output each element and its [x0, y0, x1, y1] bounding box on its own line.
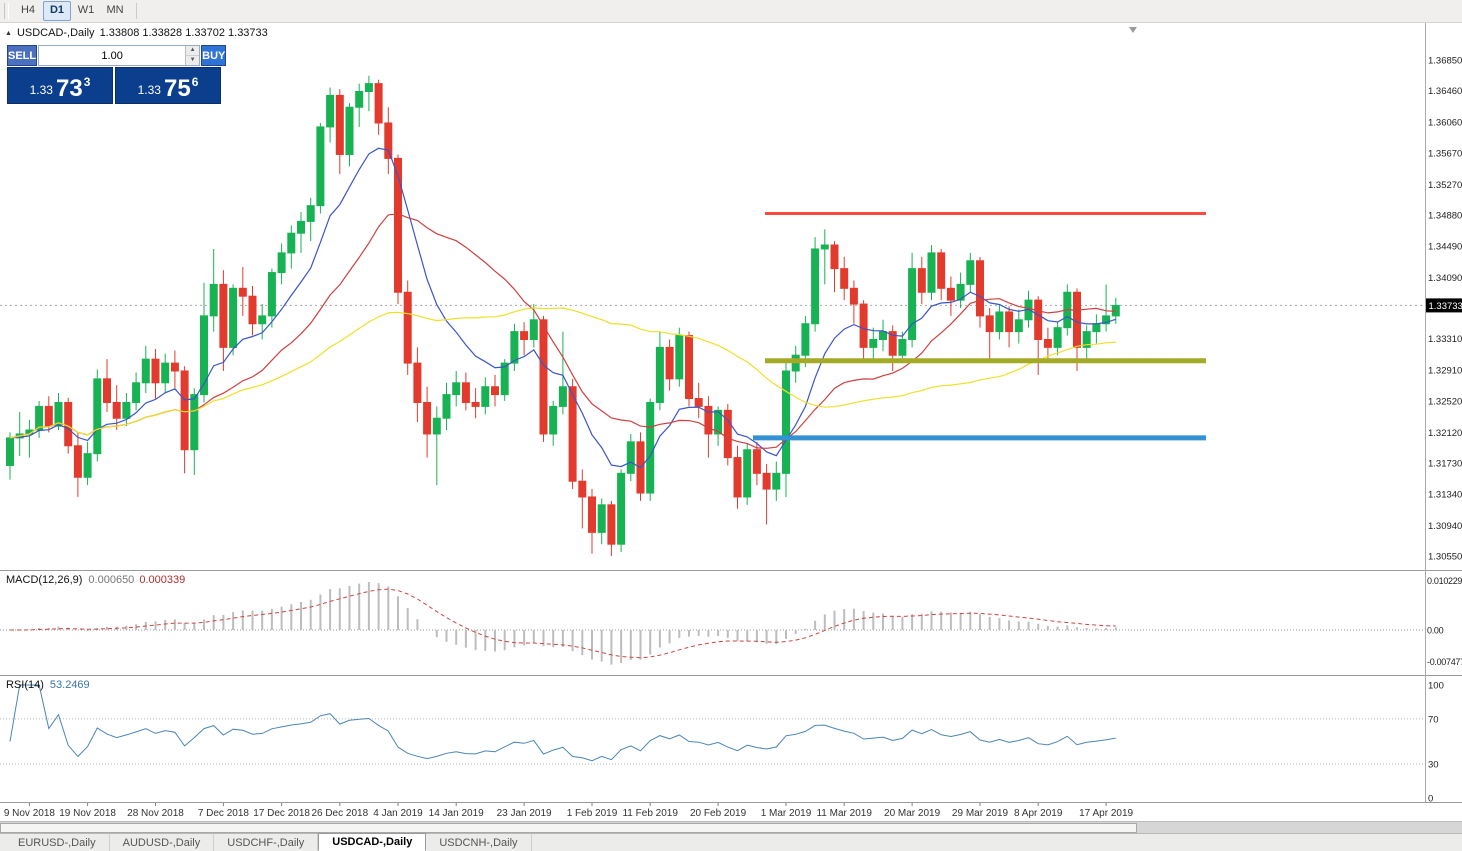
panel-divider[interactable] [0, 675, 1462, 676]
svg-text:1.31340: 1.31340 [1428, 489, 1462, 500]
sell-price-base: 1.33 [29, 83, 53, 97]
svg-text:1.36460: 1.36460 [1428, 86, 1462, 97]
price-scale[interactable] [1426, 23, 1462, 570]
rsi-title: RSI(14) [6, 679, 44, 691]
svg-text:26 Dec 2018: 26 Dec 2018 [311, 808, 368, 819]
svg-text:1 Mar 2019: 1 Mar 2019 [761, 808, 812, 819]
svg-text:17 Dec 2018: 17 Dec 2018 [253, 808, 310, 819]
svg-text:11 Mar 2019: 11 Mar 2019 [816, 808, 872, 819]
rsi-value: 53.2469 [49, 679, 90, 691]
svg-text:28 Nov 2018: 28 Nov 2018 [127, 808, 184, 819]
time-scale[interactable]: 9 Nov 2018 19 Nov 2018 28 Nov 2018 7 Dec 20… [0, 803, 1462, 821]
svg-text:20 Mar 2019: 20 Mar 2019 [884, 808, 941, 819]
buy-button[interactable]: BUY [201, 45, 227, 66]
toolbar-grip-icon[interactable] [4, 3, 9, 19]
date-labels: 9 Nov 2018 19 Nov 2018 28 Nov 2018 7 Dec 20… [4, 803, 1134, 819]
tab-eurusd-daily[interactable]: EURUSD-,Daily [5, 834, 110, 851]
chart-window[interactable]: 1.36850 1.36460 1.36060 1.35670 1.35270 1.348… [0, 23, 1462, 570]
tab-audusd-daily[interactable]: AUDUSD-,Daily [110, 834, 215, 851]
svg-text:0: 0 [1428, 794, 1433, 803]
timeframe-buttons: H4 D1 W1 MN [14, 1, 130, 21]
svg-text:0.010229: 0.010229 [1427, 576, 1462, 586]
svg-text:19 Nov 2018: 19 Nov 2018 [59, 808, 116, 819]
svg-text:0.00: 0.00 [1427, 626, 1444, 636]
svg-text:1.32120: 1.32120 [1428, 428, 1462, 439]
svg-text:7 Dec 2018: 7 Dec 2018 [198, 808, 250, 819]
svg-text:1.34090: 1.34090 [1428, 273, 1462, 284]
svg-text:1 Feb 2019: 1 Feb 2019 [567, 808, 618, 819]
toolbar-separator [136, 3, 137, 19]
volume-spinner: ▲ ▼ [185, 46, 200, 65]
svg-text:-0.007477: -0.007477 [1427, 657, 1462, 667]
buy-price-display[interactable]: 1.33 75 6 [115, 67, 221, 104]
tab-usdcnh-daily[interactable]: USDCNH-,Daily [426, 834, 532, 851]
volume-down-icon[interactable]: ▼ [186, 56, 200, 65]
macd-signal-value: 0.000339 [139, 574, 186, 586]
svg-text:17 Apr 2019: 17 Apr 2019 [1079, 808, 1133, 819]
price-scale-border [1425, 23, 1426, 802]
sell-price-pips: 73 [55, 75, 83, 102]
volume-up-icon[interactable]: ▲ [186, 46, 200, 56]
tab-usdchf-daily[interactable]: USDCHF-,Daily [214, 834, 319, 851]
macd-chart: 0.010229 0.00 -0.007477 [0, 576, 1462, 667]
timeframe-button-h4[interactable]: H4 [20, 4, 36, 16]
svg-text:11 Feb 2019: 11 Feb 2019 [622, 808, 678, 819]
timeframe-button-mn[interactable]: MN [106, 4, 124, 16]
svg-text:29 Mar 2019: 29 Mar 2019 [952, 808, 1009, 819]
svg-text:20 Feb 2019: 20 Feb 2019 [690, 808, 747, 819]
macd-title: MACD(12,26,9) [6, 574, 83, 586]
rsi-chart: 100 70 30 0 [0, 681, 1444, 803]
timeframe-button-w1[interactable]: W1 [77, 4, 95, 16]
svg-text:1.35670: 1.35670 [1428, 148, 1462, 159]
svg-text:1.30940: 1.30940 [1428, 521, 1462, 532]
chart-caption: ▲ USDCAD-,Daily 1.33808 1.33828 1.33702 … [5, 27, 268, 39]
sell-button[interactable]: SELL [7, 45, 38, 66]
sell-price-point: 3 [83, 75, 91, 89]
timeframe-toolbar: H4 D1 W1 MN [0, 0, 1462, 23]
sell-price-display[interactable]: 1.33 73 3 [7, 67, 113, 104]
macd-main-value: 0.000650 [88, 574, 135, 586]
svg-text:4 Jan 2019: 4 Jan 2019 [373, 808, 423, 819]
svg-text:30: 30 [1428, 760, 1439, 771]
svg-text:1.30550: 1.30550 [1428, 552, 1462, 563]
svg-text:1.35270: 1.35270 [1428, 180, 1462, 191]
scrollbar-thumb[interactable] [0, 823, 1137, 833]
svg-text:1.34490: 1.34490 [1428, 241, 1462, 252]
time-axis-line [0, 802, 1462, 803]
timeframe-button-d1[interactable]: D1 [43, 1, 71, 21]
chart-tab-bar: EURUSD-,Daily AUDUSD-,Daily USDCHF-,Daily U… [0, 833, 1462, 851]
horizontal-scrollbar[interactable] [0, 821, 1462, 833]
rsi-panel[interactable]: 100 70 30 0 RSI(14) 53.2469 [0, 677, 1462, 802]
volume-box: ▲ ▼ [38, 45, 201, 66]
svg-text:70: 70 [1428, 714, 1439, 725]
collapse-arrow-icon[interactable]: ▲ [5, 29, 12, 37]
volume-input[interactable] [39, 46, 186, 65]
chart-ohlc-values: 1.33808 1.33828 1.33702 1.33733 [99, 27, 268, 39]
svg-text:1.36060: 1.36060 [1428, 118, 1462, 129]
buy-price-pips: 75 [163, 75, 191, 102]
buy-price-base: 1.33 [137, 83, 161, 97]
svg-text:1.32520: 1.32520 [1428, 396, 1462, 407]
svg-text:1.33310: 1.33310 [1428, 334, 1462, 345]
svg-text:1.33733: 1.33733 [1429, 301, 1462, 312]
svg-text:1.31730: 1.31730 [1428, 459, 1462, 470]
svg-text:9 Nov 2018: 9 Nov 2018 [4, 808, 56, 819]
one-click-trading-panel: SELL ▲ ▼ BUY 1.33 73 3 1.33 [7, 45, 227, 104]
svg-text:8 Apr 2019: 8 Apr 2019 [1014, 808, 1063, 819]
macd-header: MACD(12,26,9) 0.000650 0.000339 [6, 574, 185, 586]
rsi-header: RSI(14) 53.2469 [6, 679, 90, 691]
candlestick-chart[interactable]: 1.36850 1.36460 1.36060 1.35670 1.35270 1.348… [0, 23, 1462, 570]
chart-symbol-label: USDCAD-,Daily [16, 27, 95, 39]
svg-text:1.32910: 1.32910 [1428, 366, 1462, 377]
svg-text:14 Jan 2019: 14 Jan 2019 [429, 808, 484, 819]
svg-text:1.34880: 1.34880 [1428, 211, 1462, 222]
buy-price-point: 6 [191, 75, 199, 89]
tab-usdcad-daily[interactable]: USDCAD-,Daily [318, 833, 427, 851]
svg-text:1.36850: 1.36850 [1428, 56, 1462, 67]
svg-text:23 Jan 2019: 23 Jan 2019 [497, 808, 552, 819]
panel-divider[interactable] [0, 570, 1462, 571]
svg-text:100: 100 [1428, 681, 1444, 692]
macd-panel[interactable]: 0.010229 0.00 -0.007477 MACD(12,26,9) 0.000… [0, 572, 1462, 674]
